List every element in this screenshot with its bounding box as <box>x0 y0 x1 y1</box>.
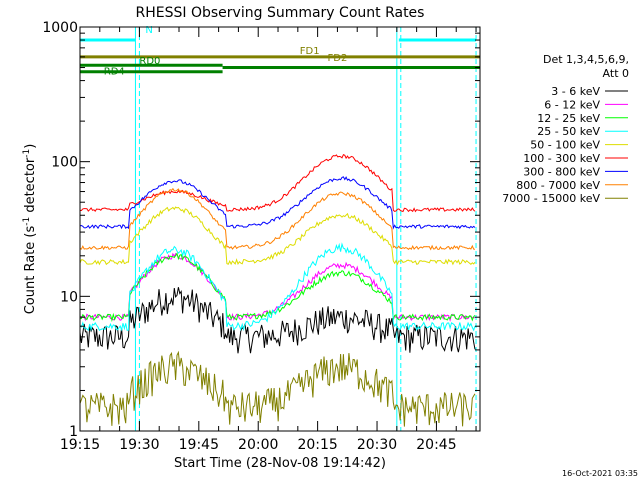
y-tick-label: 1000 <box>42 20 78 36</box>
x-tick-label: 20:15 <box>297 437 337 453</box>
y-axis-label: Count Rate (s-1 detector-1) <box>22 144 38 315</box>
x-tick-label: 19:45 <box>179 437 219 453</box>
y-axis-label-mid: detector <box>23 157 38 217</box>
legend-item-label: 12 - 25 keV <box>537 112 600 125</box>
legend-header-1: Det 1,3,4,5,6,9, <box>543 53 629 66</box>
legend-item-label: 50 - 100 keV <box>530 139 600 152</box>
x-tick-label: 19:15 <box>60 437 100 453</box>
flag-label: N <box>145 25 152 36</box>
y-axis-label-sup: -1 <box>22 217 32 226</box>
y-tick-label: 1 <box>69 424 78 440</box>
flag-label: FD2 <box>328 53 348 64</box>
y-tick-label: 100 <box>51 155 78 171</box>
x-axis-label: Start Time (28-Nov-08 19:14:42) <box>174 456 386 471</box>
chart-title: RHESSI Observing Summary Count Rates <box>136 5 425 21</box>
legend-item-label: 300 - 800 keV <box>523 165 600 178</box>
x-tick-label: 20:30 <box>357 437 397 453</box>
flag-label: FD1 <box>300 46 320 57</box>
series-line <box>80 154 476 213</box>
legend-header-2: Att 0 <box>603 67 629 80</box>
timestamp: 16-Oct-2021 03:35 <box>562 469 638 478</box>
y-axis-label-part: Count Rate (s <box>23 226 38 315</box>
series-line <box>79 287 476 354</box>
legend-item-label: 6 - 12 keV <box>544 98 600 111</box>
series-line <box>79 206 476 266</box>
legend-item-label: 25 - 50 keV <box>537 125 600 138</box>
flag-label: RD4 <box>104 66 125 77</box>
series-line <box>79 176 476 230</box>
legend-item-label: 7000 - 15000 keV <box>502 192 600 205</box>
plot-area: N FD1 FD2 RD0 RD4 <box>79 25 480 431</box>
flag-label: RD0 <box>139 56 160 67</box>
legend-item-label: 800 - 7000 keV <box>516 179 600 192</box>
legend-item-label: 3 - 6 keV <box>551 85 600 98</box>
axis-ticks: 19:15 19:30 19:45 20:00 20:15 20:30 20:45 1 10 10… <box>42 20 480 453</box>
series-line <box>79 350 476 427</box>
series-line <box>79 187 476 251</box>
series-line <box>79 242 476 332</box>
x-tick-label: 20:45 <box>416 437 456 453</box>
plot-frame <box>79 26 481 432</box>
y-axis-label-sup: -1 <box>22 149 32 158</box>
y-tick-label: 10 <box>60 289 78 305</box>
x-tick-label: 19:30 <box>119 437 159 453</box>
x-tick-label: 20:00 <box>238 437 278 453</box>
legend-item-label: 100 - 300 keV <box>523 152 600 165</box>
y-axis-label-end: ) <box>23 144 38 149</box>
